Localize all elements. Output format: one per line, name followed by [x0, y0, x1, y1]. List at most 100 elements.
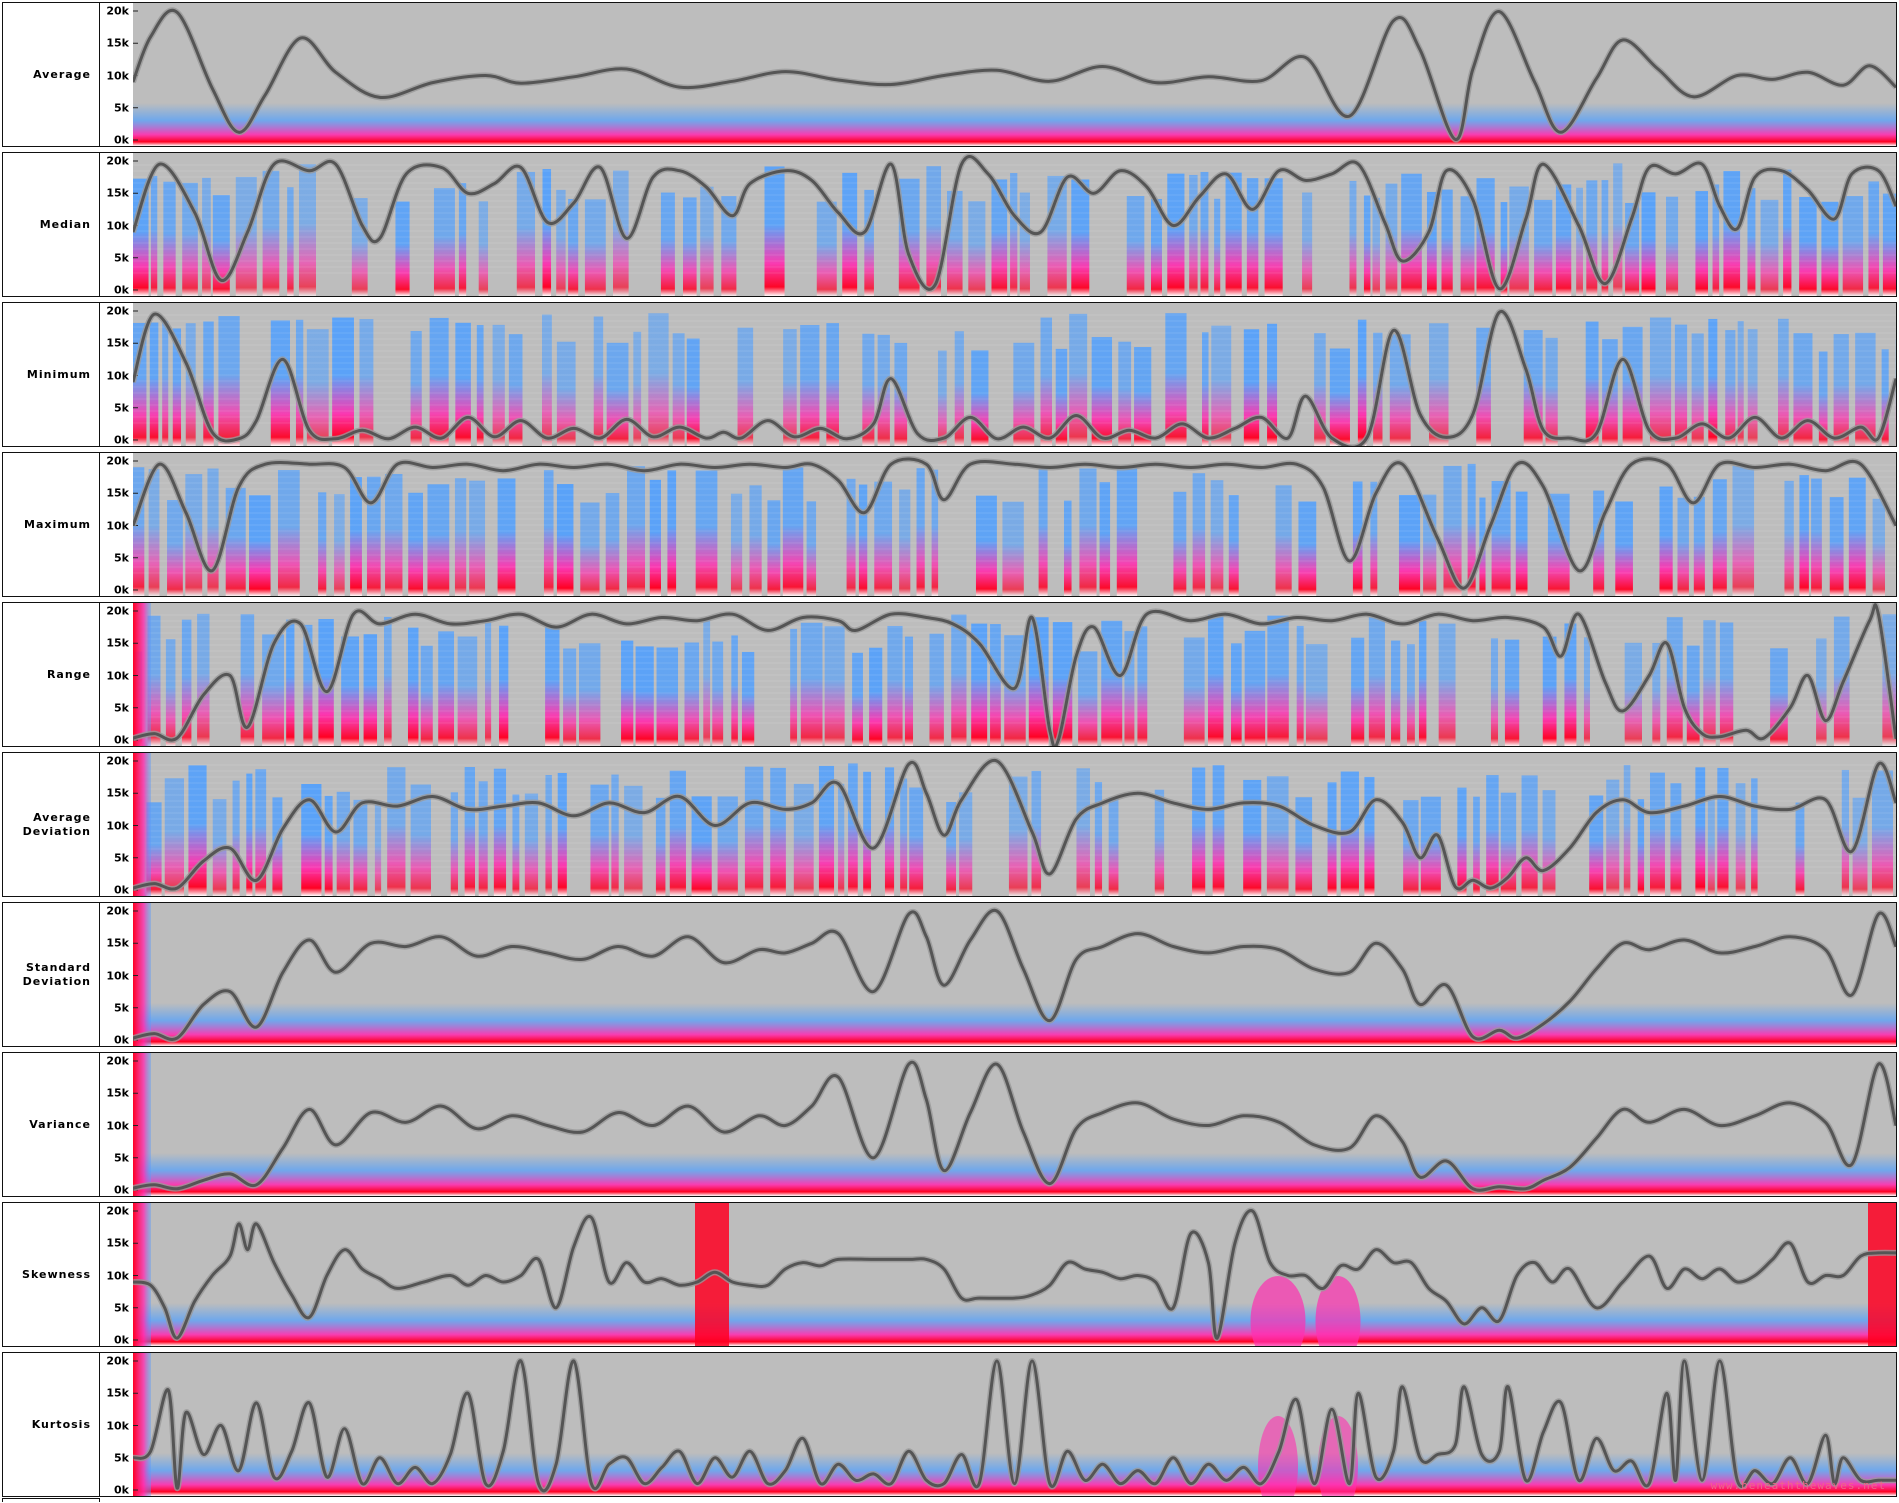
curve-point [943, 1483, 945, 1485]
curve-point [767, 629, 769, 631]
curve-point [1754, 466, 1756, 469]
curve-point [1463, 587, 1465, 589]
curve-point [264, 94, 266, 96]
spectrum-band [1613, 163, 1623, 296]
spectrum-band [1777, 318, 1789, 446]
curve-point [1789, 1242, 1791, 1244]
curve-point [282, 358, 284, 360]
spectrogram-svg [133, 1353, 1896, 1496]
curve-point [520, 82, 522, 84]
spectrum-band [492, 324, 505, 446]
curve-point [1622, 710, 1624, 712]
curve-point [335, 438, 337, 440]
curve-point [1013, 687, 1016, 689]
curve-point [1075, 818, 1077, 820]
curve-point [652, 1124, 654, 1127]
spectrum-band [635, 646, 654, 746]
curve-point [784, 71, 786, 73]
curve-point [1489, 524, 1492, 527]
curve-point [555, 626, 557, 628]
spectrum-band [1760, 199, 1779, 296]
curve-point [1172, 802, 1174, 804]
curve-point [1392, 329, 1395, 331]
spectrum-band [1747, 187, 1756, 296]
curve-point [308, 1108, 310, 1110]
spectrum-band [1244, 630, 1266, 746]
curve-point [1630, 463, 1633, 465]
curve-point [291, 1450, 293, 1452]
spectrum-band [1486, 775, 1499, 896]
curve-line [133, 1060, 1896, 1192]
curve-point [1445, 170, 1447, 172]
curve-point [1190, 466, 1192, 469]
curve-point [1172, 1118, 1174, 1120]
curve-point [1877, 763, 1879, 765]
curve-line [133, 1359, 1896, 1493]
chart-panel-range: Range 20k 15k 10k 5k 0k [2, 602, 1897, 747]
curve-point [1498, 1029, 1500, 1031]
curve-point [1877, 1479, 1879, 1481]
y-tick-label: 0k [114, 583, 129, 597]
curve-point [153, 1033, 155, 1035]
curve-point [1340, 1265, 1342, 1267]
curve-point [476, 1128, 478, 1130]
curve-point [1595, 78, 1597, 80]
curve-point [308, 463, 310, 465]
curve-point [1772, 78, 1774, 80]
curve-point [1031, 1294, 1033, 1296]
spectrum-band [1606, 779, 1620, 896]
spectrum-band [1207, 614, 1224, 746]
y-tick-label: 5k [114, 551, 129, 565]
curve-point [626, 418, 628, 420]
spectrum-band [1189, 174, 1198, 296]
spectrum-band [1228, 495, 1239, 596]
curve-point [1807, 1281, 1809, 1283]
curve-point [1666, 642, 1668, 644]
y-axis: 20k 15k 10k 5k 0k [100, 1053, 133, 1197]
spectrum-band [172, 328, 182, 446]
curve-point [678, 426, 681, 428]
spectrum-band [457, 636, 478, 746]
curve-point [687, 1105, 689, 1107]
y-tick-label: 15k [106, 786, 129, 800]
y-tick-label: 5k [114, 701, 129, 715]
curve-point [273, 642, 275, 644]
curve-point [1675, 1479, 1677, 1481]
spectrum-blob [1315, 1276, 1361, 1346]
curve-point [661, 1278, 663, 1280]
curve-point [1613, 1470, 1615, 1472]
spectrum-band [150, 175, 158, 296]
curve-point [872, 991, 875, 993]
curve-point [1895, 945, 1896, 948]
curve-point [449, 623, 451, 625]
curve-point [1895, 1252, 1896, 1254]
curve-point [1357, 1392, 1359, 1394]
spectrum-floor [133, 1353, 1896, 1496]
curve-point [1569, 437, 1571, 439]
y-tick-label: 15k [106, 1386, 129, 1400]
curve-point [1260, 466, 1262, 469]
spectrum-band [207, 468, 219, 596]
curve-point [1754, 416, 1756, 418]
curve-point [1824, 1434, 1827, 1436]
curve-point [608, 1463, 610, 1465]
spectrum-band [1623, 765, 1631, 896]
curve-point [1833, 1483, 1835, 1485]
spectrum-band [478, 201, 489, 296]
y-tick-label: 0k [114, 1333, 129, 1347]
spectrum-band [556, 341, 576, 446]
corner-tab [2, 1498, 100, 1502]
spectrum-band [454, 478, 467, 596]
curve-point [837, 79, 839, 81]
curve-point [1243, 1466, 1245, 1468]
spectrum-band [1079, 468, 1097, 596]
spectrum-band [1116, 467, 1138, 596]
chart-panel-median: Median 20k 15k 10k 5k 0k [2, 152, 1897, 297]
curve-point [1569, 847, 1571, 849]
spectrum-band [366, 476, 381, 596]
y-axis: 20k 15k 10k 5k 0k [100, 303, 133, 447]
curve-point [1472, 1188, 1474, 1190]
spectrum-band [181, 619, 192, 746]
curve-point [1683, 1108, 1685, 1110]
spectrum-band [1783, 169, 1792, 296]
